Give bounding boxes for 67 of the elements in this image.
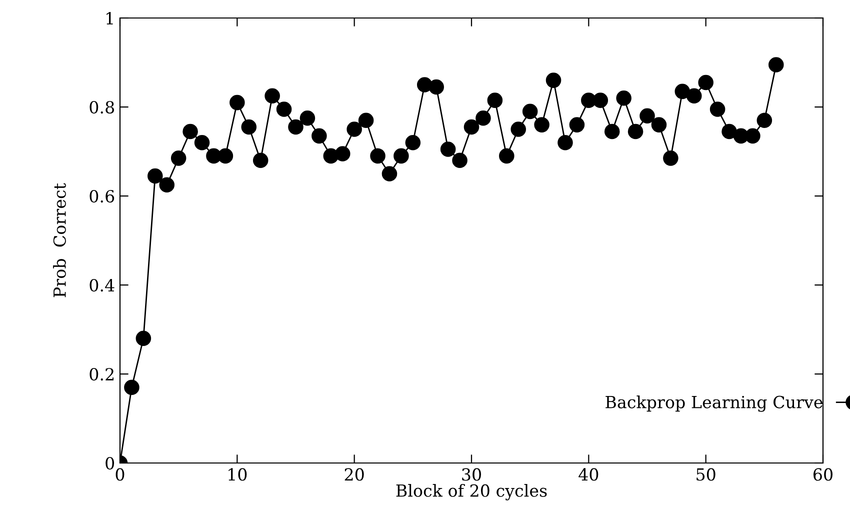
point	[651, 117, 667, 132]
point	[628, 124, 644, 140]
point	[768, 57, 784, 72]
point	[698, 74, 714, 90]
y-tick-label: 0.6	[90, 190, 114, 203]
y-tick-label: 1	[106, 12, 113, 24]
point	[182, 124, 198, 140]
point	[370, 148, 386, 164]
point	[230, 94, 245, 110]
point	[616, 90, 632, 106]
point	[346, 122, 362, 137]
x-tick-label: 20	[344, 468, 364, 481]
point	[252, 152, 268, 168]
point	[546, 72, 562, 88]
point	[534, 117, 550, 132]
point	[276, 102, 292, 117]
point	[428, 79, 444, 95]
point	[136, 330, 152, 346]
point	[686, 88, 702, 104]
point	[640, 108, 655, 124]
y-tick-label: 0	[106, 456, 114, 470]
x-axis-title: Block of 20 cycles	[396, 484, 547, 500]
point	[569, 117, 585, 132]
point	[405, 134, 421, 150]
point	[170, 150, 186, 166]
point	[148, 168, 163, 184]
point	[522, 104, 538, 120]
point	[440, 142, 456, 157]
legend-label: Backprop Learning Curve	[606, 395, 822, 412]
point	[452, 152, 468, 168]
y-tick-label: 0.8	[90, 100, 114, 114]
point	[722, 124, 737, 140]
point	[663, 150, 678, 166]
point	[358, 112, 374, 128]
point	[499, 148, 514, 164]
point	[394, 148, 409, 164]
point	[159, 177, 175, 193]
x-tick-label: 60	[814, 468, 832, 481]
x-tick-label: 30	[462, 468, 481, 481]
point	[218, 148, 234, 164]
point	[464, 119, 480, 135]
point	[674, 84, 690, 100]
point	[710, 102, 726, 117]
point	[194, 134, 210, 150]
point	[604, 124, 620, 140]
point	[264, 88, 280, 104]
point	[476, 110, 491, 126]
point	[241, 119, 257, 135]
point	[312, 128, 327, 144]
point	[300, 110, 316, 126]
x-tick-label: 0	[116, 468, 124, 481]
point	[288, 119, 304, 135]
point	[334, 146, 350, 162]
point	[510, 122, 526, 137]
point	[382, 166, 398, 182]
x-tick-label: 40	[578, 468, 598, 481]
point	[756, 112, 772, 128]
y-axis-title: Prob Correct	[53, 183, 66, 298]
point	[487, 92, 503, 108]
x-tick-label: 50	[696, 468, 716, 481]
y-tick-label: 0.4	[90, 278, 114, 292]
y-tick-label: 0.2	[90, 368, 114, 381]
point	[124, 380, 140, 395]
point	[592, 92, 608, 108]
point	[558, 134, 573, 150]
x-tick-label: 10	[228, 468, 247, 481]
point	[745, 128, 760, 144]
